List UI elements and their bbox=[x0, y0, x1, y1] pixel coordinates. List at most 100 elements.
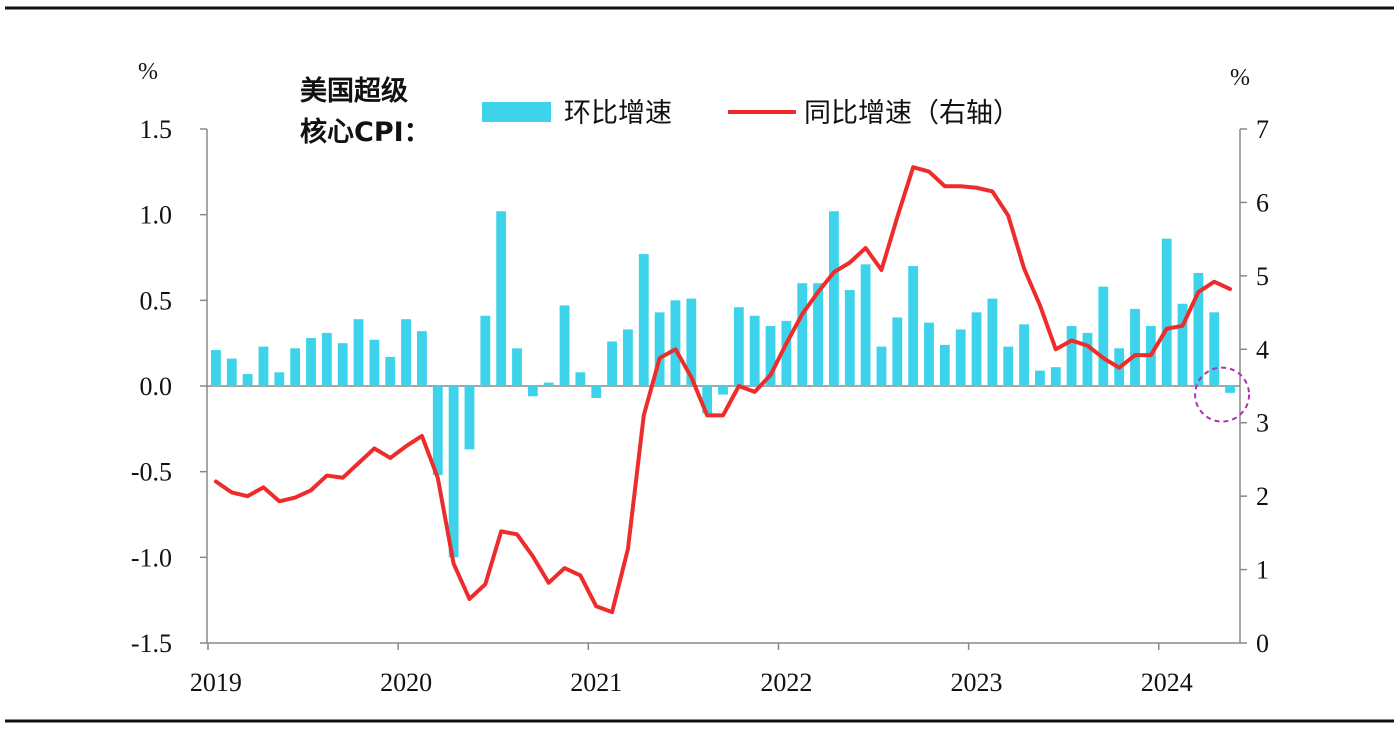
mom-bar bbox=[924, 322, 934, 386]
mom-bar bbox=[258, 346, 269, 386]
mom-bar bbox=[575, 372, 586, 386]
mom-bar bbox=[797, 283, 808, 386]
legend: 环比增速 同比增速（右轴） bbox=[482, 98, 1020, 129]
mom-bar bbox=[733, 307, 744, 386]
mom-bar bbox=[939, 344, 950, 386]
mom-bar bbox=[654, 312, 665, 386]
mom-bar bbox=[1050, 367, 1061, 386]
mom-bar bbox=[718, 386, 728, 395]
mom-bar bbox=[480, 315, 491, 386]
mom-bar bbox=[211, 350, 221, 386]
mom-bar bbox=[813, 283, 823, 386]
mom-bar bbox=[417, 331, 427, 386]
mom-bar bbox=[844, 290, 855, 386]
mom-bar bbox=[670, 300, 681, 386]
highlight-circle bbox=[1194, 366, 1251, 423]
mom-bar bbox=[512, 348, 522, 386]
mom-bar bbox=[432, 386, 443, 476]
right-axis-tick-label: 1 bbox=[1256, 556, 1269, 585]
right-axis-tick-label: 2 bbox=[1256, 482, 1269, 511]
right-axis-tick-label: 5 bbox=[1256, 262, 1269, 291]
mom-bar bbox=[527, 386, 538, 397]
left-axis-tick-label: 1.5 bbox=[140, 115, 173, 144]
mom-bar bbox=[385, 356, 396, 386]
mom-bar bbox=[448, 386, 459, 558]
mom-bar bbox=[908, 266, 919, 386]
left-axis: 1.5 1.0 0.5 0.0 -0.5 -1.0 -1.5 bbox=[131, 115, 208, 658]
mom-bar bbox=[1066, 326, 1077, 386]
mom-bar bbox=[1019, 324, 1029, 386]
mom-bar bbox=[623, 329, 633, 386]
right-axis-tick-label: 0 bbox=[1256, 629, 1269, 658]
legend-bar-label: 环比增速 bbox=[564, 98, 672, 129]
mom-bar bbox=[987, 298, 998, 386]
x-axis-year-label: 2022 bbox=[760, 668, 812, 697]
mom-bar bbox=[860, 264, 871, 386]
left-axis-tick-label: -1.5 bbox=[131, 629, 172, 658]
left-axis-unit: % bbox=[138, 59, 158, 85]
mom-bar bbox=[1161, 238, 1172, 386]
mom-bar bbox=[607, 341, 617, 386]
mom-bar bbox=[290, 348, 301, 386]
left-axis-tick-label: -1.0 bbox=[131, 543, 172, 572]
mom-bar bbox=[686, 298, 697, 386]
mom-bar bbox=[353, 319, 364, 386]
x-axis-year-label: 2024 bbox=[1141, 668, 1193, 697]
right-axis-tick-label: 4 bbox=[1256, 335, 1269, 364]
chart-title-line-1: 美国超级 bbox=[300, 75, 408, 107]
mom-bar bbox=[892, 317, 903, 386]
mom-bar bbox=[401, 319, 411, 386]
mom-bar bbox=[337, 343, 348, 386]
chart-title-line-2: 核心CPI： bbox=[300, 116, 431, 148]
mom-bar bbox=[1209, 312, 1220, 386]
mom-bar bbox=[321, 332, 332, 386]
mom-bar bbox=[274, 372, 285, 386]
mom-bar bbox=[971, 312, 982, 386]
mom-bar bbox=[1098, 286, 1109, 386]
left-axis-tick-label: -0.5 bbox=[131, 458, 172, 487]
mom-bar bbox=[829, 211, 839, 386]
mom-bar bbox=[242, 374, 253, 386]
mom-bar bbox=[591, 386, 602, 398]
x-axis: 2019 2020 2021 2022 2023 2024 bbox=[190, 385, 1240, 697]
yoy-line-path bbox=[213, 165, 1233, 615]
right-axis: 7 6 5 4 3 2 1 0 bbox=[1239, 115, 1269, 658]
mom-bar bbox=[1003, 346, 1014, 386]
mom-bar bbox=[543, 382, 554, 386]
mom-bar bbox=[638, 254, 649, 386]
right-axis-unit: % bbox=[1230, 65, 1250, 91]
x-axis-year-label: 2021 bbox=[570, 668, 622, 697]
mom-bar bbox=[1177, 303, 1188, 386]
mom-bar bbox=[1225, 386, 1235, 393]
mom-bar bbox=[226, 358, 237, 386]
legend-line-label: 同比增速（右轴） bbox=[804, 98, 1020, 129]
mom-bar bbox=[749, 315, 760, 386]
mom-bar bbox=[765, 326, 776, 386]
mom-bar bbox=[876, 346, 887, 386]
legend-bar-swatch bbox=[482, 102, 551, 122]
mom-bar bbox=[306, 338, 316, 386]
mom-bar bbox=[1082, 332, 1093, 386]
mom-bar bbox=[1130, 308, 1140, 386]
annotations bbox=[1194, 366, 1251, 423]
yoy-line bbox=[213, 165, 1233, 615]
mom-bar bbox=[955, 329, 966, 386]
x-axis-year-label: 2019 bbox=[190, 668, 242, 697]
x-axis-year-label: 2020 bbox=[380, 668, 432, 697]
mom-bars bbox=[211, 211, 1235, 558]
left-axis-tick-label: 0.5 bbox=[140, 286, 173, 315]
mom-bar bbox=[1035, 370, 1045, 386]
left-axis-tick-label: 0.0 bbox=[140, 372, 173, 401]
mom-bar bbox=[781, 320, 792, 386]
right-axis-tick-label: 3 bbox=[1256, 409, 1269, 438]
mom-bar bbox=[369, 339, 380, 386]
mom-bar bbox=[559, 305, 570, 386]
mom-bar bbox=[1193, 272, 1204, 386]
left-axis-tick-label: 1.0 bbox=[140, 201, 173, 230]
right-axis-tick-label: 7 bbox=[1256, 115, 1269, 144]
x-axis-year-label: 2023 bbox=[951, 668, 1003, 697]
mom-bar bbox=[496, 211, 507, 386]
mom-bar bbox=[464, 386, 475, 450]
mom-bar bbox=[702, 386, 713, 414]
